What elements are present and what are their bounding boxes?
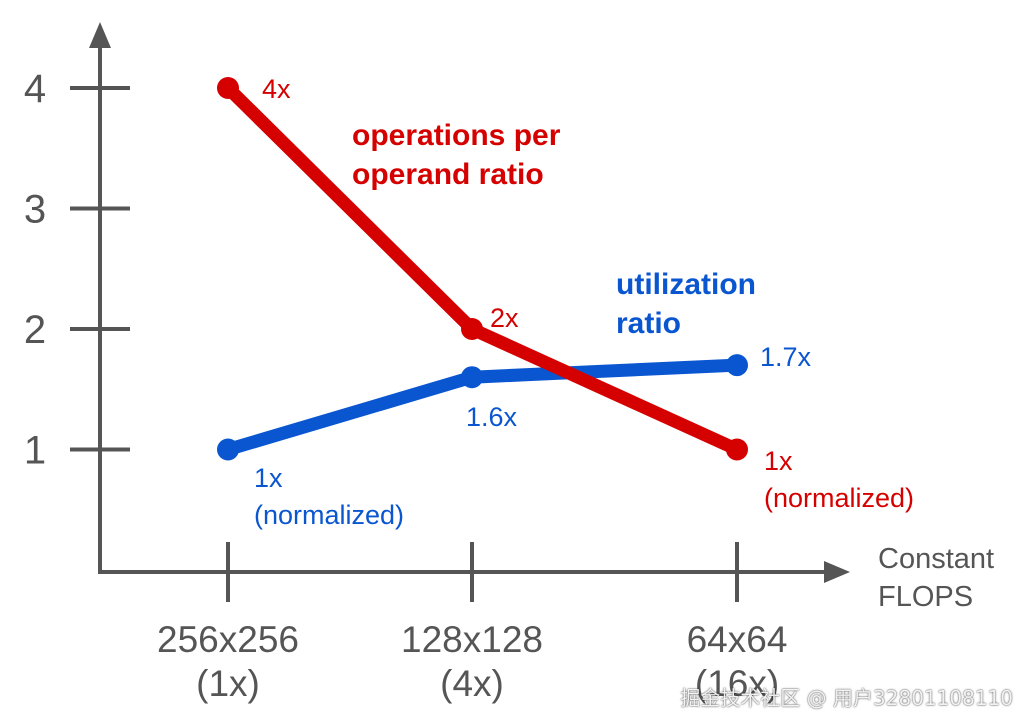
operations-data-label-line: 2x <box>490 303 519 333</box>
operations-data-point <box>726 438 748 461</box>
operations-series-label: operations per operand ratio <box>352 119 561 191</box>
utilization-series-label-line: ratio <box>616 307 681 340</box>
x-tick-label: 256x256 (1x) <box>157 619 299 704</box>
operations-data-point <box>461 318 483 340</box>
y-tick-label: 1 <box>24 429 46 473</box>
operations-series-label-line: operand ratio <box>352 158 544 191</box>
x-tick-label-line: 128x128 <box>401 619 543 660</box>
y-tick-label: 2 <box>24 308 46 352</box>
y-tick-label: 3 <box>24 188 46 232</box>
utilization-data-label-line: 1x <box>254 463 283 493</box>
axes <box>70 22 850 602</box>
annotations: operations per operand ratio utilization ra… <box>254 74 914 530</box>
utilization-data-label-line: 1.6x <box>466 402 518 432</box>
y-tick-label: 4 <box>24 67 46 111</box>
utilization-series-label: utilization ratio <box>616 268 756 340</box>
operations-data-label: 4x <box>262 74 291 104</box>
x-axis-label: Constant FLOPS <box>878 543 994 613</box>
x-axis-arrow <box>824 561 850 583</box>
utilization-data-label-line: 1.7x <box>760 342 812 372</box>
utilization-series-label-line: utilization <box>616 268 756 301</box>
operations-data-point <box>217 77 239 99</box>
operations-data-label: 2x <box>490 303 519 333</box>
operations-data-label-line: (normalized) <box>764 483 914 513</box>
x-tick-label-line: 256x256 <box>157 619 299 660</box>
x-tick-label: 128x128 (4x) <box>401 619 543 704</box>
tick-labels: 1 2 3 4 256x256 (1x) 128x128 (4x) 64x64 (16x) Cons… <box>24 67 994 704</box>
utilization-data-point <box>726 354 748 377</box>
x-axis-label-line: FLOPS <box>878 581 973 613</box>
utilization-data-point <box>461 366 483 389</box>
operations-series-label-line: operations per <box>352 119 561 152</box>
x-tick-label-line: (4x) <box>440 663 504 704</box>
x-tick-label-line: (16x) <box>695 663 779 704</box>
utilization-data-label: 1x (normalized) <box>254 463 404 530</box>
x-tick-label: 64x64 (16x) <box>687 619 788 704</box>
x-tick-label-line: 64x64 <box>687 619 788 660</box>
operations-data-label-line: 4x <box>262 74 291 104</box>
x-axis-label-line: Constant <box>878 543 994 575</box>
utilization-data-label: 1.6x <box>466 402 518 432</box>
watermark-text: 掘金技术社区 @ 用户3280110811​0 <box>680 686 1013 710</box>
utilization-data-label: 1.7x <box>760 342 812 372</box>
utilization-data-point <box>217 438 239 461</box>
operations-data-label-line: 1x <box>764 446 793 476</box>
series-lines <box>217 77 748 461</box>
y-axis-arrow <box>89 22 111 48</box>
x-tick-label-line: (1x) <box>196 663 260 704</box>
operations-data-label: 1x (normalized) <box>764 446 914 513</box>
utilization-data-label-line: (normalized) <box>254 500 404 530</box>
